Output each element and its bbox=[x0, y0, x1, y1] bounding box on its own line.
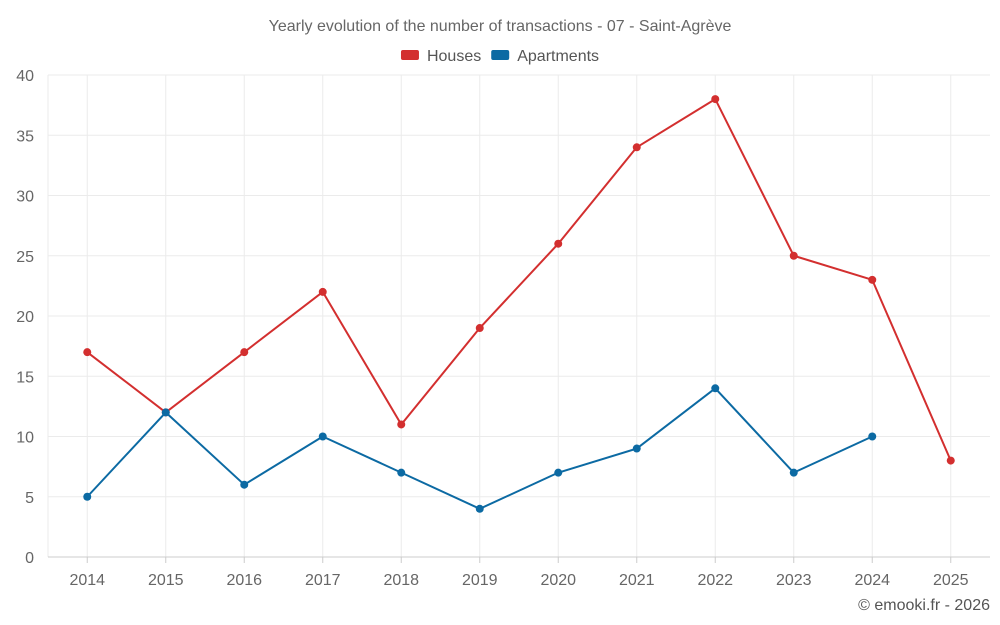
copyright-footer: © emooki.fr - 2026 bbox=[858, 597, 990, 614]
data-point-houses[interactable] bbox=[632, 143, 641, 152]
legend: Houses Apartments bbox=[400, 48, 599, 65]
y-tick-label: 35 bbox=[16, 128, 34, 145]
legend-label: Apartments bbox=[517, 48, 599, 65]
data-point-apartments[interactable] bbox=[318, 432, 327, 441]
x-tick-label: 2018 bbox=[383, 572, 419, 589]
data-point-houses[interactable] bbox=[318, 287, 327, 296]
data-point-apartments[interactable] bbox=[83, 492, 92, 501]
x-tick-label: 2021 bbox=[619, 572, 655, 589]
data-point-houses[interactable] bbox=[554, 239, 563, 248]
y-tick-label: 40 bbox=[16, 68, 34, 85]
chart-title: Yearly evolution of the number of transa… bbox=[269, 18, 732, 35]
x-tick-label: 2014 bbox=[69, 572, 105, 589]
x-tick-label: 2016 bbox=[226, 572, 262, 589]
legend-swatch bbox=[400, 50, 419, 60]
data-point-houses[interactable] bbox=[868, 275, 877, 284]
data-point-apartments[interactable] bbox=[397, 468, 406, 477]
data-point-apartments[interactable] bbox=[868, 432, 877, 441]
data-point-apartments[interactable] bbox=[632, 444, 641, 453]
legend-item-apartments[interactable]: Apartments bbox=[491, 48, 599, 65]
x-tick-label: 2025 bbox=[933, 572, 969, 589]
data-point-apartments[interactable] bbox=[240, 480, 249, 489]
series-lines bbox=[83, 95, 955, 513]
data-point-houses[interactable] bbox=[946, 456, 955, 465]
y-tick-label: 0 bbox=[25, 550, 34, 567]
y-tick-label: 25 bbox=[16, 249, 34, 266]
data-point-houses[interactable] bbox=[789, 251, 798, 260]
grid-lines bbox=[48, 74, 990, 557]
data-point-houses[interactable] bbox=[397, 420, 406, 429]
legend-swatch bbox=[491, 50, 510, 60]
x-tick-label: 2023 bbox=[776, 572, 812, 589]
x-tick-label: 2015 bbox=[148, 572, 184, 589]
series-apartments bbox=[83, 384, 877, 513]
series-houses bbox=[83, 95, 955, 465]
x-tick-label: 2019 bbox=[462, 572, 498, 589]
data-point-houses[interactable] bbox=[711, 95, 720, 104]
y-tick-label: 20 bbox=[16, 309, 34, 326]
data-point-houses[interactable] bbox=[475, 324, 484, 333]
y-tick-label: 15 bbox=[16, 369, 34, 386]
data-point-apartments[interactable] bbox=[475, 504, 484, 513]
x-tick-label: 2020 bbox=[540, 572, 576, 589]
x-tick-label: 2022 bbox=[697, 572, 733, 589]
y-tick-label: 10 bbox=[16, 430, 34, 447]
data-point-apartments[interactable] bbox=[554, 468, 563, 477]
y-tick-label: 30 bbox=[16, 189, 34, 206]
data-point-houses[interactable] bbox=[83, 348, 92, 357]
series-line-houses bbox=[86, 98, 952, 461]
x-tick-label: 2024 bbox=[854, 572, 890, 589]
data-point-apartments[interactable] bbox=[161, 408, 170, 417]
y-tick-label: 5 bbox=[25, 490, 34, 507]
data-point-apartments[interactable] bbox=[711, 384, 720, 393]
data-point-apartments[interactable] bbox=[789, 468, 798, 477]
legend-label: Houses bbox=[427, 48, 481, 65]
x-tick-label: 2017 bbox=[305, 572, 341, 589]
data-point-houses[interactable] bbox=[240, 348, 249, 357]
legend-item-houses[interactable]: Houses bbox=[400, 48, 481, 65]
